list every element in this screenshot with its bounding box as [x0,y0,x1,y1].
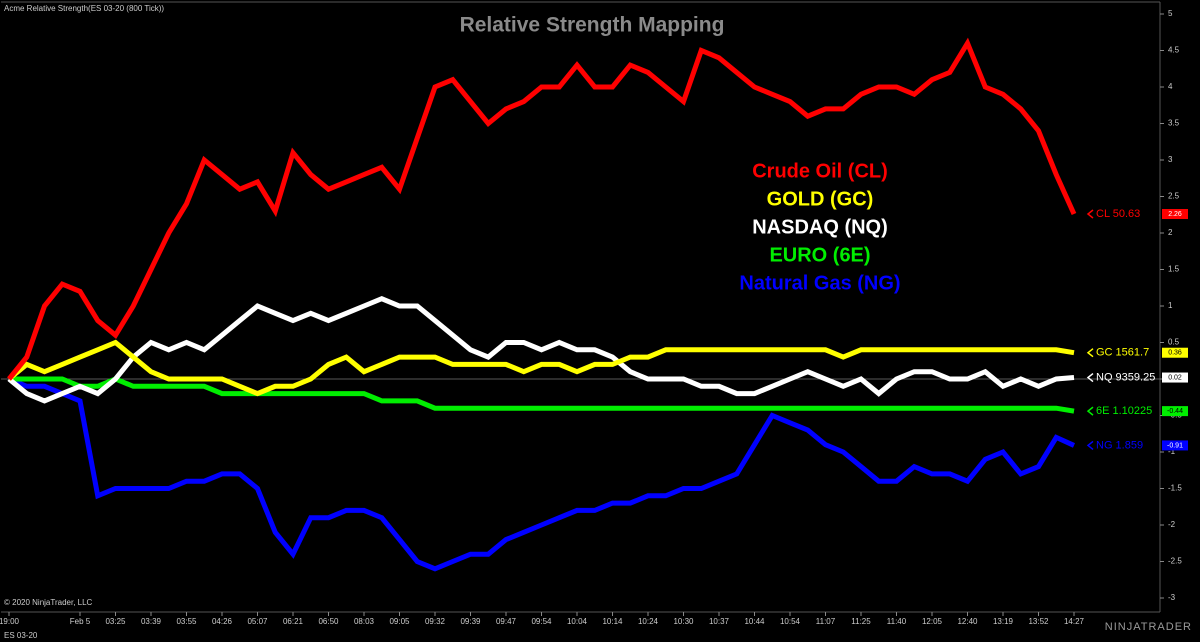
x-tick-label: 14:27 [1064,617,1085,626]
y-tick-label: 1 [1168,301,1173,310]
x-tick-label: 13:19 [993,617,1014,626]
y-tick-label: 1.5 [1168,265,1180,274]
instrument-label: ES 03-20 [4,631,38,640]
last-value-box [1162,440,1188,451]
tag-arrow [1086,348,1094,358]
x-tick-label: 09:54 [531,617,552,626]
indicator-label: Acme Relative Strength(ES 03-20 (800 Tic… [4,4,164,13]
x-tick-label: 11:40 [887,617,907,626]
x-tick-label: 04:26 [212,617,233,626]
x-tick-label: 10:54 [780,617,801,626]
legend-entry: NASDAQ (NQ) [752,216,888,238]
series-line [9,376,1075,414]
last-value-box [1162,372,1188,383]
y-tick-label: -3 [1168,593,1176,602]
x-tick-label: 03:39 [141,617,162,626]
tag-arrow [1086,440,1094,451]
chart-title: Relative Strength Mapping [460,14,725,37]
series-line [7,37,1077,381]
series-tag: CL 50.63 [1096,208,1140,220]
x-tick-label: 12:40 [957,617,978,626]
series-tag: NG 1.859 [1096,439,1143,451]
x-tick-label: 09:39 [460,617,481,626]
x-tick-label: 03:25 [105,617,126,626]
tag-arrow [1086,406,1094,416]
x-tick-label: 12:05 [922,617,943,626]
x-tick-label: 06:50 [318,617,339,626]
x-tick-label: 09:47 [496,617,517,626]
x-tick-label: 09:32 [425,617,446,626]
x-tick-label: 09:05 [389,617,410,626]
legend-entry: GOLD (GC) [767,188,874,210]
y-tick-label: 2 [1168,228,1173,237]
logo: NINJATRADER [1105,621,1192,633]
y-tick-label: -1 [1168,447,1176,456]
y-tick-label: -1.5 [1168,484,1182,493]
last-value-label: -0.91 [1167,442,1183,449]
x-tick-label: 05:07 [247,617,268,626]
y-tick-label: 5 [1168,9,1173,18]
x-tick-label: 19:00 [0,617,20,626]
last-value-label: 0.02 [1168,374,1182,381]
legend-entry: EURO (6E) [769,244,870,266]
legend-entry: Natural Gas (NG) [739,272,900,294]
x-tick-label: 08:03 [354,617,375,626]
tag-arrow [1086,209,1094,219]
x-tick-label: 03:55 [176,617,197,626]
x-tick-label: 10:24 [638,617,659,626]
y-tick-label: -2 [1168,520,1176,529]
series-line [7,295,1075,404]
series-tag: 6E 1.10225 [1096,405,1152,417]
last-value-label: 2.26 [1168,211,1182,218]
x-tick-label: 10:04 [567,617,588,626]
y-tick-label: 2.5 [1168,192,1180,201]
x-tick-label: 10:30 [673,617,694,626]
last-value-box [1162,347,1188,358]
x-tick-label: Feb 5 [70,617,91,626]
series-tag: GC 1561.7 [1096,347,1149,359]
last-value-label: -0.44 [1167,408,1183,415]
y-tick-label: 3.5 [1168,119,1180,128]
y-tick-label: 4 [1168,82,1173,91]
y-tick-label: 4.5 [1168,46,1180,55]
legend-entry: Crude Oil (CL) [752,160,888,182]
y-tick-label: -2.5 [1168,557,1182,566]
series-line [7,339,1075,397]
series-line [8,376,1076,572]
series-tag: NQ 9359.25 [1096,371,1155,383]
x-tick-label: 10:14 [602,617,623,626]
x-tick-label: 06:21 [283,617,304,626]
last-value-box [1162,406,1188,417]
x-tick-label: 11:25 [851,617,871,626]
x-tick-label: 13:52 [1028,617,1049,626]
x-tick-label: 11:07 [816,617,836,626]
x-tick-label: 10:37 [709,617,730,626]
copyright: © 2020 NinjaTrader, LLC [4,598,93,607]
last-value-label: 0.36 [1168,350,1182,357]
y-tick-label: 0.5 [1168,338,1180,347]
x-tick-label: 10:44 [744,617,765,626]
last-value-box [1162,209,1188,220]
y-tick-label: 3 [1168,155,1173,164]
tag-arrow [1086,372,1094,383]
